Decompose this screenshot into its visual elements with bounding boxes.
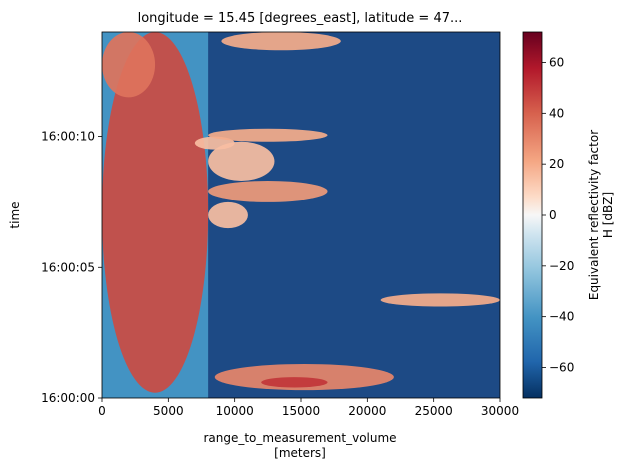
chart-title: longitude = 15.45 [degrees_east], latitu… xyxy=(138,11,463,26)
echo-region-6 xyxy=(208,201,248,229)
colorbar-ticks: −60 −40 −20 0 20 40 60 xyxy=(542,56,574,375)
x-axis-label: range_to_measurement_volume xyxy=(203,431,396,445)
colorbar: −60 −40 −20 0 20 40 60 Equivalent reflectivity… xyxy=(522,31,615,399)
colorbar-label-line2: H [dBZ] xyxy=(601,192,615,238)
echo-region-10 xyxy=(261,377,328,388)
echo-region-5 xyxy=(208,181,328,202)
echo-region-7 xyxy=(221,32,341,51)
x-tick-label: 15000 xyxy=(282,404,320,418)
y-axis-label: time xyxy=(8,201,22,228)
colorbar-gradient xyxy=(523,32,542,398)
y-tick-label: 16:00:10 xyxy=(41,130,95,144)
y-axis: 16:00:00 16:00:05 16:00:10 xyxy=(41,130,102,405)
echo-layer xyxy=(102,32,500,398)
x-tick-label: 0 xyxy=(98,404,106,418)
colorbar-tick-label: 40 xyxy=(549,106,564,120)
x-tick-label: 25000 xyxy=(415,404,453,418)
echo-region-3 xyxy=(208,128,328,142)
x-axis: 0 5000 10000 15000 20000 25000 30000 xyxy=(98,398,519,418)
colorbar-label-line1: Equivalent reflectivity factor xyxy=(587,130,601,300)
heatmap-plot xyxy=(102,32,500,398)
echo-region-1 xyxy=(102,32,156,98)
colorbar-tick-label: −60 xyxy=(549,361,574,375)
colorbar-tick-label: −20 xyxy=(549,259,574,273)
y-tick-label: 16:00:00 xyxy=(41,391,95,405)
x-axis-unit: [meters] xyxy=(274,446,326,460)
x-tick-label: 10000 xyxy=(216,404,254,418)
y-tick-label: 16:00:05 xyxy=(41,260,95,274)
colorbar-tick-label: 20 xyxy=(549,157,564,171)
x-tick-label: 20000 xyxy=(348,404,386,418)
echo-region-0 xyxy=(102,32,209,393)
colorbar-tick-label: −40 xyxy=(549,310,574,324)
colorbar-tick-label: 60 xyxy=(549,56,564,70)
colorbar-tick-label: 0 xyxy=(549,208,557,222)
echo-region-8 xyxy=(380,293,500,307)
echo-region-4 xyxy=(208,141,275,182)
echo-region-9 xyxy=(214,364,394,391)
x-tick-label: 30000 xyxy=(481,404,519,418)
x-tick-label: 5000 xyxy=(153,404,184,418)
